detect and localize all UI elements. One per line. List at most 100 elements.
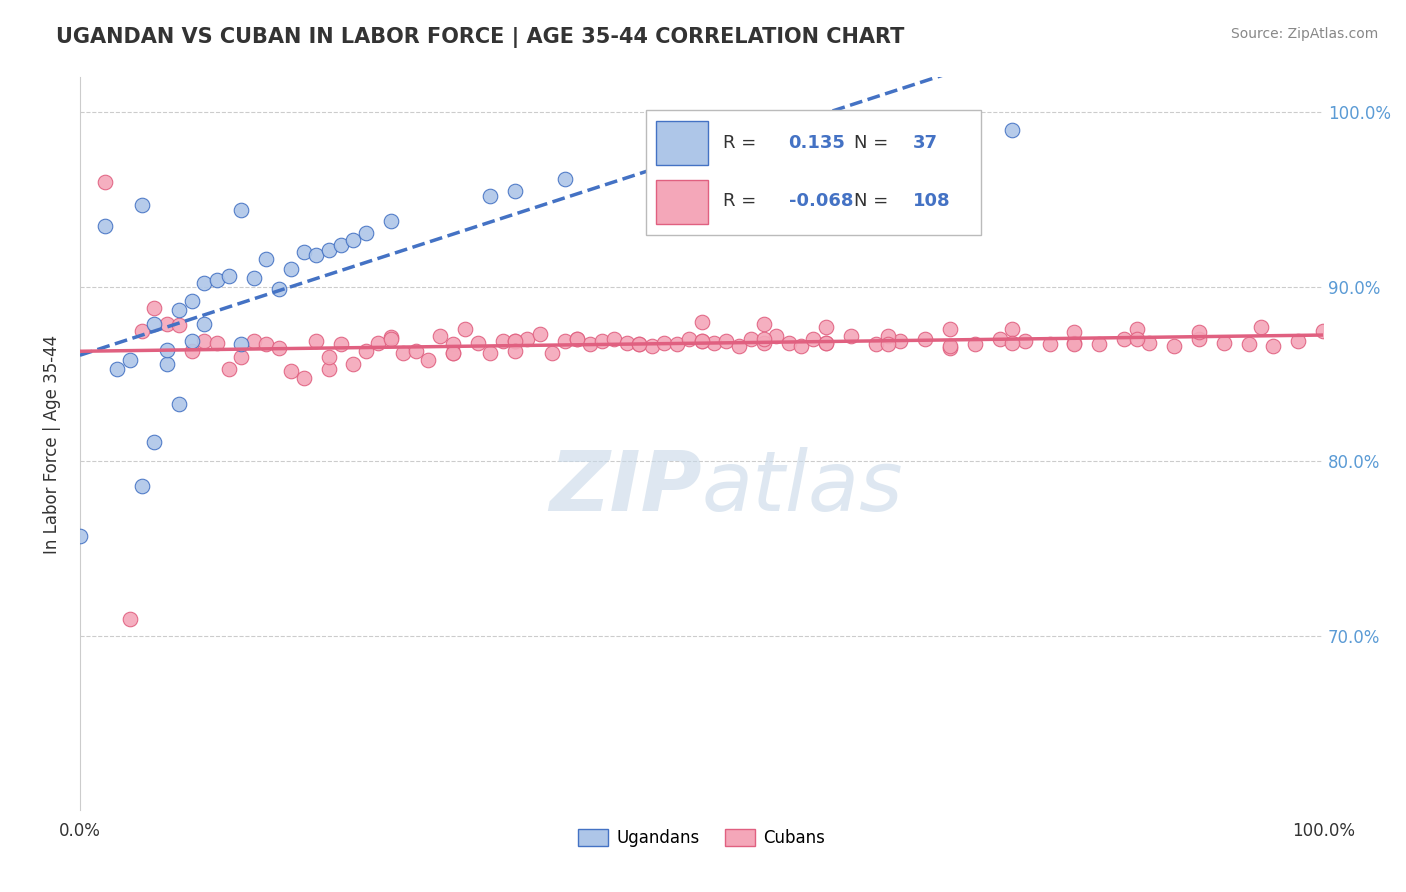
Text: 37: 37 <box>912 134 938 152</box>
Point <box>790 339 813 353</box>
Point <box>180 334 202 348</box>
Point <box>939 341 962 355</box>
Point <box>441 346 464 360</box>
Point <box>93 175 115 189</box>
Point <box>988 332 1011 346</box>
Point <box>479 189 502 203</box>
Y-axis label: In Labor Force | Age 35-44: In Labor Force | Age 35-44 <box>44 334 60 554</box>
Point <box>380 332 402 346</box>
Point <box>641 339 664 353</box>
Point <box>69 529 91 543</box>
Point <box>616 335 638 350</box>
Point <box>280 262 302 277</box>
Point <box>628 337 651 351</box>
Point <box>1114 332 1136 346</box>
Point <box>254 337 277 351</box>
Point <box>429 328 451 343</box>
Point <box>193 277 215 291</box>
Point <box>354 344 377 359</box>
Point <box>1237 337 1260 351</box>
Text: Source: ZipAtlas.com: Source: ZipAtlas.com <box>1230 27 1378 41</box>
Point <box>156 357 179 371</box>
Point <box>105 362 128 376</box>
Point <box>1137 335 1160 350</box>
Point <box>405 344 427 359</box>
Point <box>1088 337 1111 351</box>
Text: N =: N = <box>855 193 889 211</box>
Text: atlas: atlas <box>702 448 903 528</box>
Point <box>416 353 439 368</box>
Point <box>479 346 502 360</box>
Point <box>218 362 240 376</box>
Point <box>1212 335 1234 350</box>
Point <box>765 149 787 163</box>
Point <box>454 322 477 336</box>
Point <box>628 337 651 351</box>
Point <box>778 335 800 350</box>
Point <box>441 337 464 351</box>
Point <box>716 145 738 160</box>
Point <box>342 357 364 371</box>
Point <box>690 315 713 329</box>
Point <box>205 335 228 350</box>
Point <box>752 332 775 346</box>
Text: N =: N = <box>855 134 889 152</box>
Point <box>503 344 526 359</box>
Point <box>1188 332 1211 346</box>
Legend: Ugandans, Cubans: Ugandans, Cubans <box>571 822 831 854</box>
Point <box>131 324 153 338</box>
Point <box>1001 123 1024 137</box>
Point <box>963 337 986 351</box>
Point <box>740 332 762 346</box>
Point <box>254 252 277 266</box>
Point <box>218 269 240 284</box>
Point <box>193 317 215 331</box>
Point <box>1263 339 1285 353</box>
Point <box>703 335 725 350</box>
FancyBboxPatch shape <box>655 180 707 224</box>
Point <box>231 350 253 364</box>
Point <box>243 271 266 285</box>
Point <box>603 332 626 346</box>
Point <box>665 337 688 351</box>
Point <box>267 282 290 296</box>
Point <box>877 328 900 343</box>
Point <box>939 322 962 336</box>
Point <box>567 332 589 346</box>
Point <box>1063 335 1085 350</box>
Point <box>1312 324 1334 338</box>
Point <box>1039 337 1062 351</box>
Point <box>280 364 302 378</box>
Point <box>814 335 837 350</box>
Point <box>367 335 389 350</box>
Text: R =: R = <box>723 134 756 152</box>
Point <box>292 370 315 384</box>
Point <box>131 198 153 212</box>
Text: 0.135: 0.135 <box>789 134 845 152</box>
Point <box>1125 332 1147 346</box>
Point <box>318 244 340 258</box>
Point <box>503 334 526 348</box>
Point <box>143 435 166 450</box>
Point <box>305 248 328 262</box>
Point <box>591 334 613 348</box>
Point <box>541 346 564 360</box>
Point <box>380 330 402 344</box>
Point <box>231 337 253 351</box>
Point <box>1063 325 1085 339</box>
Point <box>814 320 837 334</box>
Text: ZIP: ZIP <box>548 448 702 528</box>
FancyBboxPatch shape <box>655 121 707 165</box>
Point <box>803 332 825 346</box>
Point <box>180 293 202 308</box>
Point <box>143 301 166 315</box>
Point <box>1001 322 1024 336</box>
Point <box>169 318 191 333</box>
Point <box>169 302 191 317</box>
Point <box>1001 335 1024 350</box>
Point <box>554 171 576 186</box>
Point <box>752 317 775 331</box>
Point <box>877 337 900 351</box>
Point <box>318 350 340 364</box>
Point <box>839 328 862 343</box>
